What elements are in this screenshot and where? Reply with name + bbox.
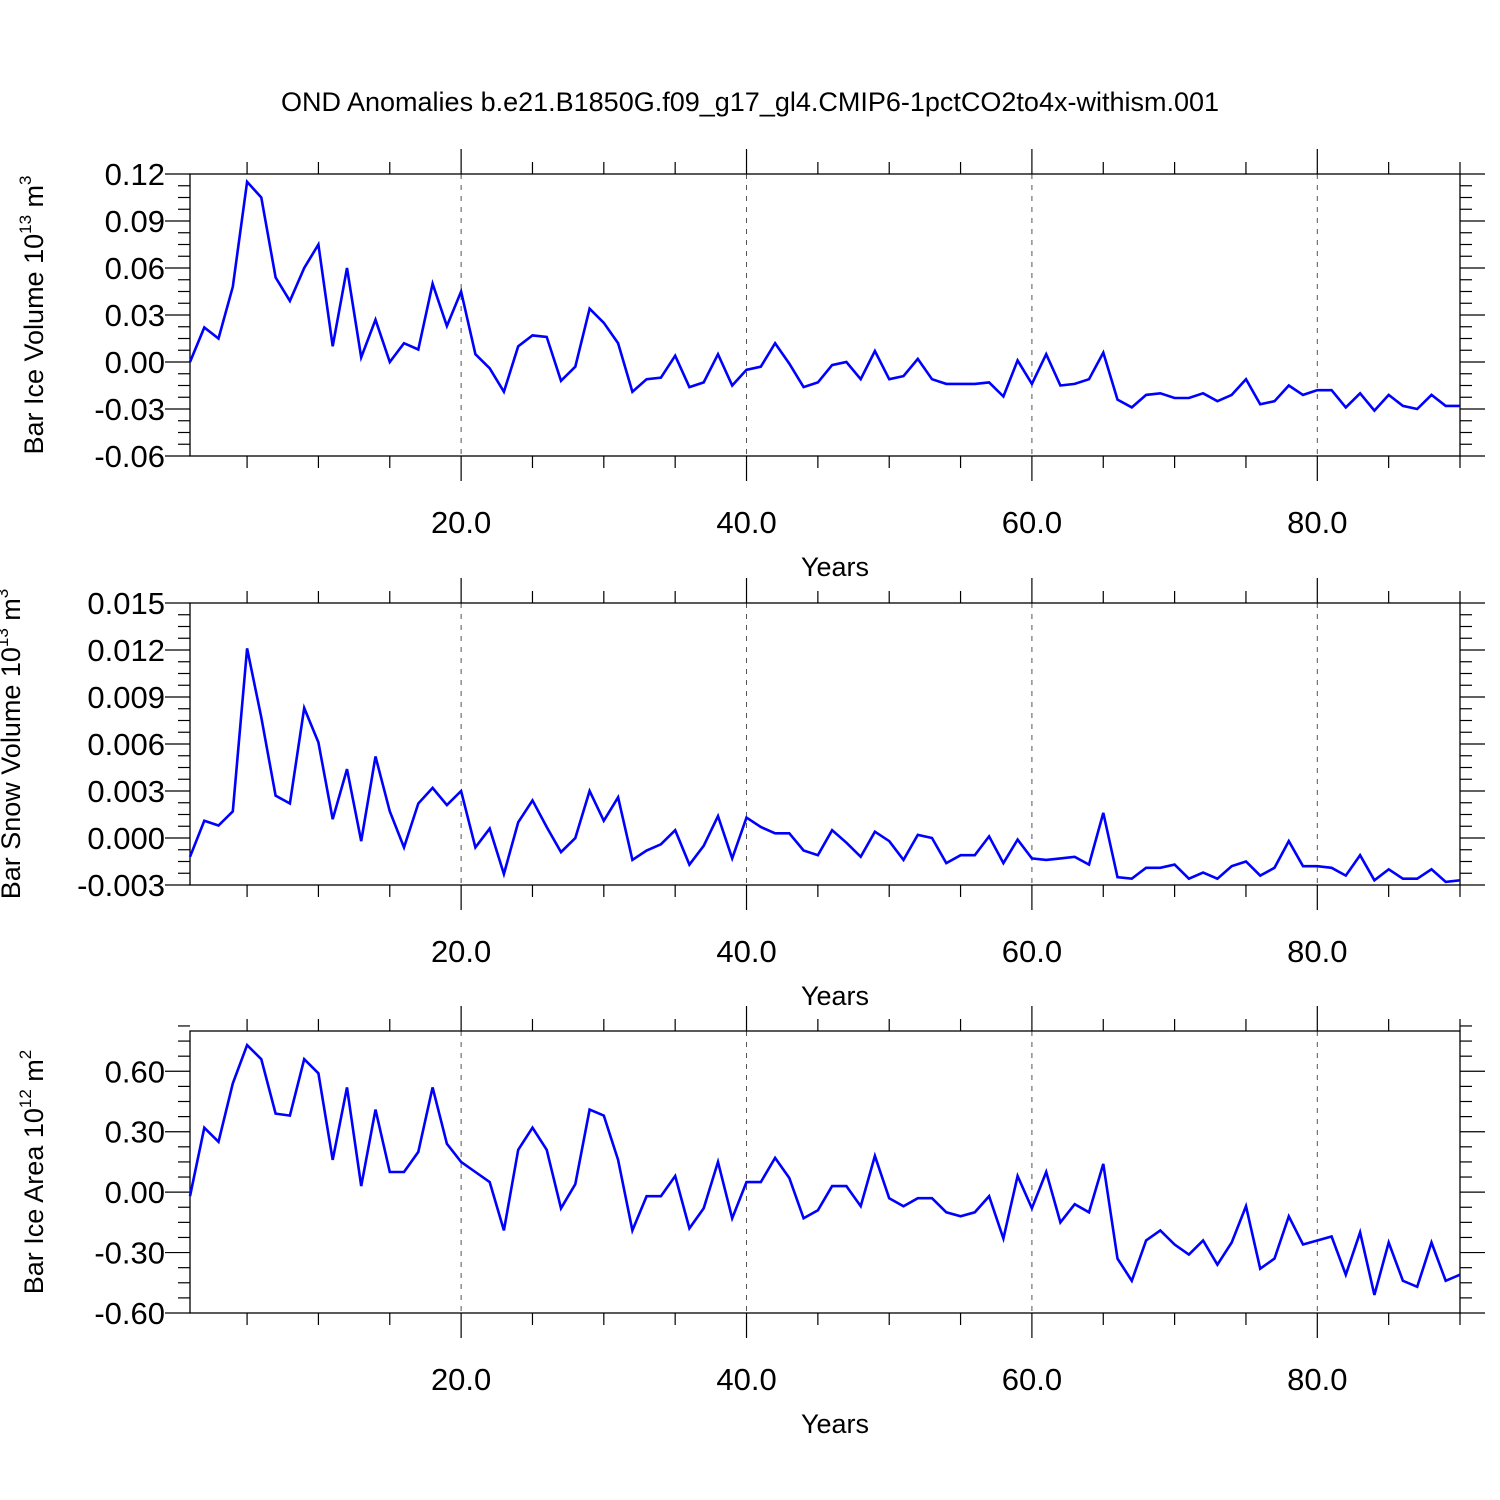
y-tick-label: 0.06 — [105, 251, 165, 286]
x-tick-label: 40.0 — [716, 1362, 776, 1397]
chart-panel-3: 20.0 40.0 60.0 80.0 0.60 0.30 0.00 -0.30 -0.60 Ye… — [16, 1006, 1485, 1439]
y-tick-label: -0.06 — [94, 439, 165, 474]
x-tick-label: 20.0 — [431, 1362, 491, 1397]
x-tick-label: 80.0 — [1287, 1362, 1347, 1397]
y-axis-title: Bar Ice Volume 1013 m3 — [16, 175, 49, 454]
y-tick-label: 0.003 — [87, 774, 165, 809]
x-tick-label: 40.0 — [716, 934, 776, 969]
x-tick-label: 80.0 — [1287, 934, 1347, 969]
series-line — [188, 178, 1460, 413]
series-line — [188, 648, 1461, 884]
x-tick-label: 40.0 — [716, 505, 776, 540]
y-tick-label: 0.006 — [87, 727, 165, 762]
y-tick-label: 0.03 — [105, 298, 165, 333]
x-tick-label: 60.0 — [1002, 934, 1062, 969]
y-tick-label: 0.09 — [105, 204, 165, 239]
x-tick-label: 60.0 — [1002, 505, 1062, 540]
y-tick-label: 0.00 — [105, 345, 165, 380]
chart-panel-2: 20.0 40.0 60.0 80.0 0.015 0.012 0.009 0.006 0.00… — [0, 578, 1485, 1011]
y-tick-label: 0.30 — [105, 1115, 165, 1150]
y-axis-title: Bar Snow Volume 1013 m3 — [0, 589, 26, 900]
x-tick-label: 20.0 — [431, 505, 491, 540]
x-tick-label: 60.0 — [1002, 1362, 1062, 1397]
y-axis-title: Bar Ice Area 1012 m2 — [16, 1050, 49, 1295]
x-axis-title: Years — [801, 552, 869, 582]
series-line — [188, 1042, 1461, 1296]
x-axis-title: Years — [801, 981, 869, 1011]
figure-title: OND Anomalies b.e21.B1850G.f09_g17_gl4.C… — [281, 87, 1219, 117]
y-tick-label: 0.12 — [105, 157, 165, 192]
y-tick-label: 0.015 — [87, 586, 165, 621]
x-axis-title: Years — [801, 1409, 869, 1439]
y-tick-label: 0.00 — [105, 1175, 165, 1210]
chart-panels: 20.0 40.0 60.0 80.0 0.12 0.09 0.06 0.03 0.00 -0.0… — [0, 149, 1485, 1439]
x-tick-label: 20.0 — [431, 934, 491, 969]
y-tick-label: 0.012 — [87, 633, 165, 668]
y-tick-label: -0.03 — [94, 392, 165, 427]
y-tick-label: 0.009 — [87, 680, 165, 715]
plot-frame — [189, 1030, 1461, 1314]
y-tick-label: -0.30 — [94, 1236, 165, 1271]
plot-frame — [189, 173, 1461, 457]
y-tick-label: 0.60 — [105, 1054, 165, 1089]
x-tick-label: 80.0 — [1287, 505, 1347, 540]
y-tick-label: -0.60 — [94, 1296, 165, 1331]
y-tick-label: 0.000 — [87, 821, 165, 856]
y-tick-label: -0.003 — [77, 868, 165, 903]
chart-panel-1: 20.0 40.0 60.0 80.0 0.12 0.09 0.06 0.03 0.00 -0.0… — [16, 149, 1485, 582]
